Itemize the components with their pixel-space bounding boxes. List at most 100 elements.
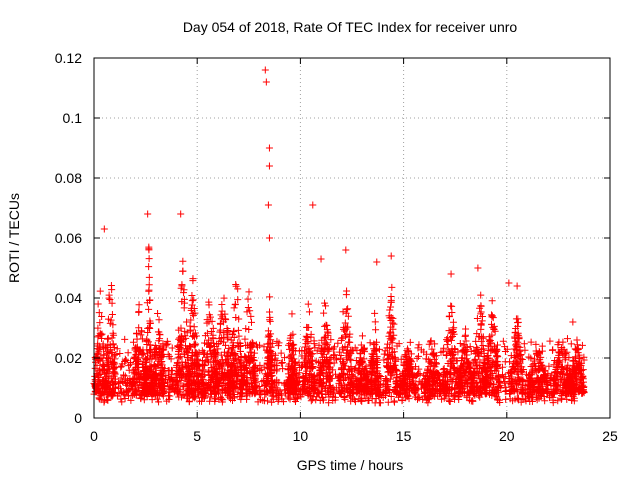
data-point [93,350,101,358]
data-point [546,337,554,345]
data-point [121,335,129,343]
data-point [145,255,153,263]
data-point [143,299,151,307]
data-point [135,347,143,355]
data-point [108,348,116,356]
data-point [265,144,273,152]
data-point [187,357,195,365]
data-point [183,369,191,377]
data-point [317,255,325,263]
data-point [91,387,99,395]
data-point [186,343,194,351]
data-point [142,356,150,364]
data-point [205,311,213,319]
data-point [569,318,577,326]
data-point [519,396,527,404]
data-point [110,331,118,339]
data-point [373,258,381,266]
data-point [143,384,151,392]
data-point [103,396,111,404]
data-point [234,326,242,334]
data-point [144,210,152,218]
data-point [307,397,315,405]
data-point [222,341,230,349]
data-point [155,348,163,356]
data-point [273,379,281,387]
data-point [189,311,197,319]
data-point [173,378,181,386]
data-point [207,328,215,336]
data-point [423,350,431,358]
data-point [277,349,285,357]
x-tick-label: 5 [193,428,201,444]
data-point [91,364,99,372]
data-point [119,389,127,397]
data-point [210,339,218,347]
data-point [288,310,296,318]
data-point [135,301,143,309]
data-point [499,337,507,345]
data-point [106,295,114,303]
data-point [103,347,111,355]
data-point [500,374,508,382]
data-point [205,371,213,379]
data-point [118,398,126,406]
data-point [177,393,185,401]
data-point [502,383,510,391]
data-point [155,398,163,406]
x-tick-label: 20 [499,428,515,444]
data-point [187,327,195,335]
data-point [406,338,414,346]
data-point [522,397,530,405]
data-point [110,372,118,380]
data-point [513,282,521,290]
data-point [479,334,487,342]
data-point [462,325,470,333]
data-point [110,364,118,372]
data-point [189,332,197,340]
data-point [165,396,173,404]
data-point [179,382,187,390]
data-point [96,287,104,295]
data-point [309,201,317,209]
data-point [117,374,125,382]
data-point [194,371,202,379]
data-point [189,296,197,304]
data-point [304,300,312,308]
data-point [188,368,196,376]
data-point [191,329,199,337]
data-point [111,355,119,363]
x-tick-label: 25 [602,428,618,444]
data-point [375,399,383,407]
data-point [94,324,102,332]
data-point [331,351,339,359]
data-point [188,297,196,305]
data-point [384,398,392,406]
data-point [324,341,332,349]
data-point [157,371,165,379]
data-point [387,252,395,260]
data-point [520,340,528,348]
data-point [100,225,108,233]
y-tick-label: 0.06 [55,230,82,246]
data-point [296,363,304,371]
data-point [527,338,535,346]
data-point [151,363,159,371]
data-point [123,388,131,396]
data-point [179,267,187,275]
data-point [218,398,226,406]
data-point [187,381,195,389]
data-point [549,399,557,407]
data-point [144,328,152,336]
data-point [268,398,276,406]
y-axis-label: ROTI / TECUs [6,193,22,283]
data-point [514,395,522,403]
data-point [391,398,399,406]
y-tick-label: 0.12 [55,50,82,66]
data-point [138,380,146,388]
data-point [107,281,115,289]
data-point [157,354,165,362]
data-point [567,340,575,348]
data-point [445,397,453,405]
data-point [205,343,213,351]
